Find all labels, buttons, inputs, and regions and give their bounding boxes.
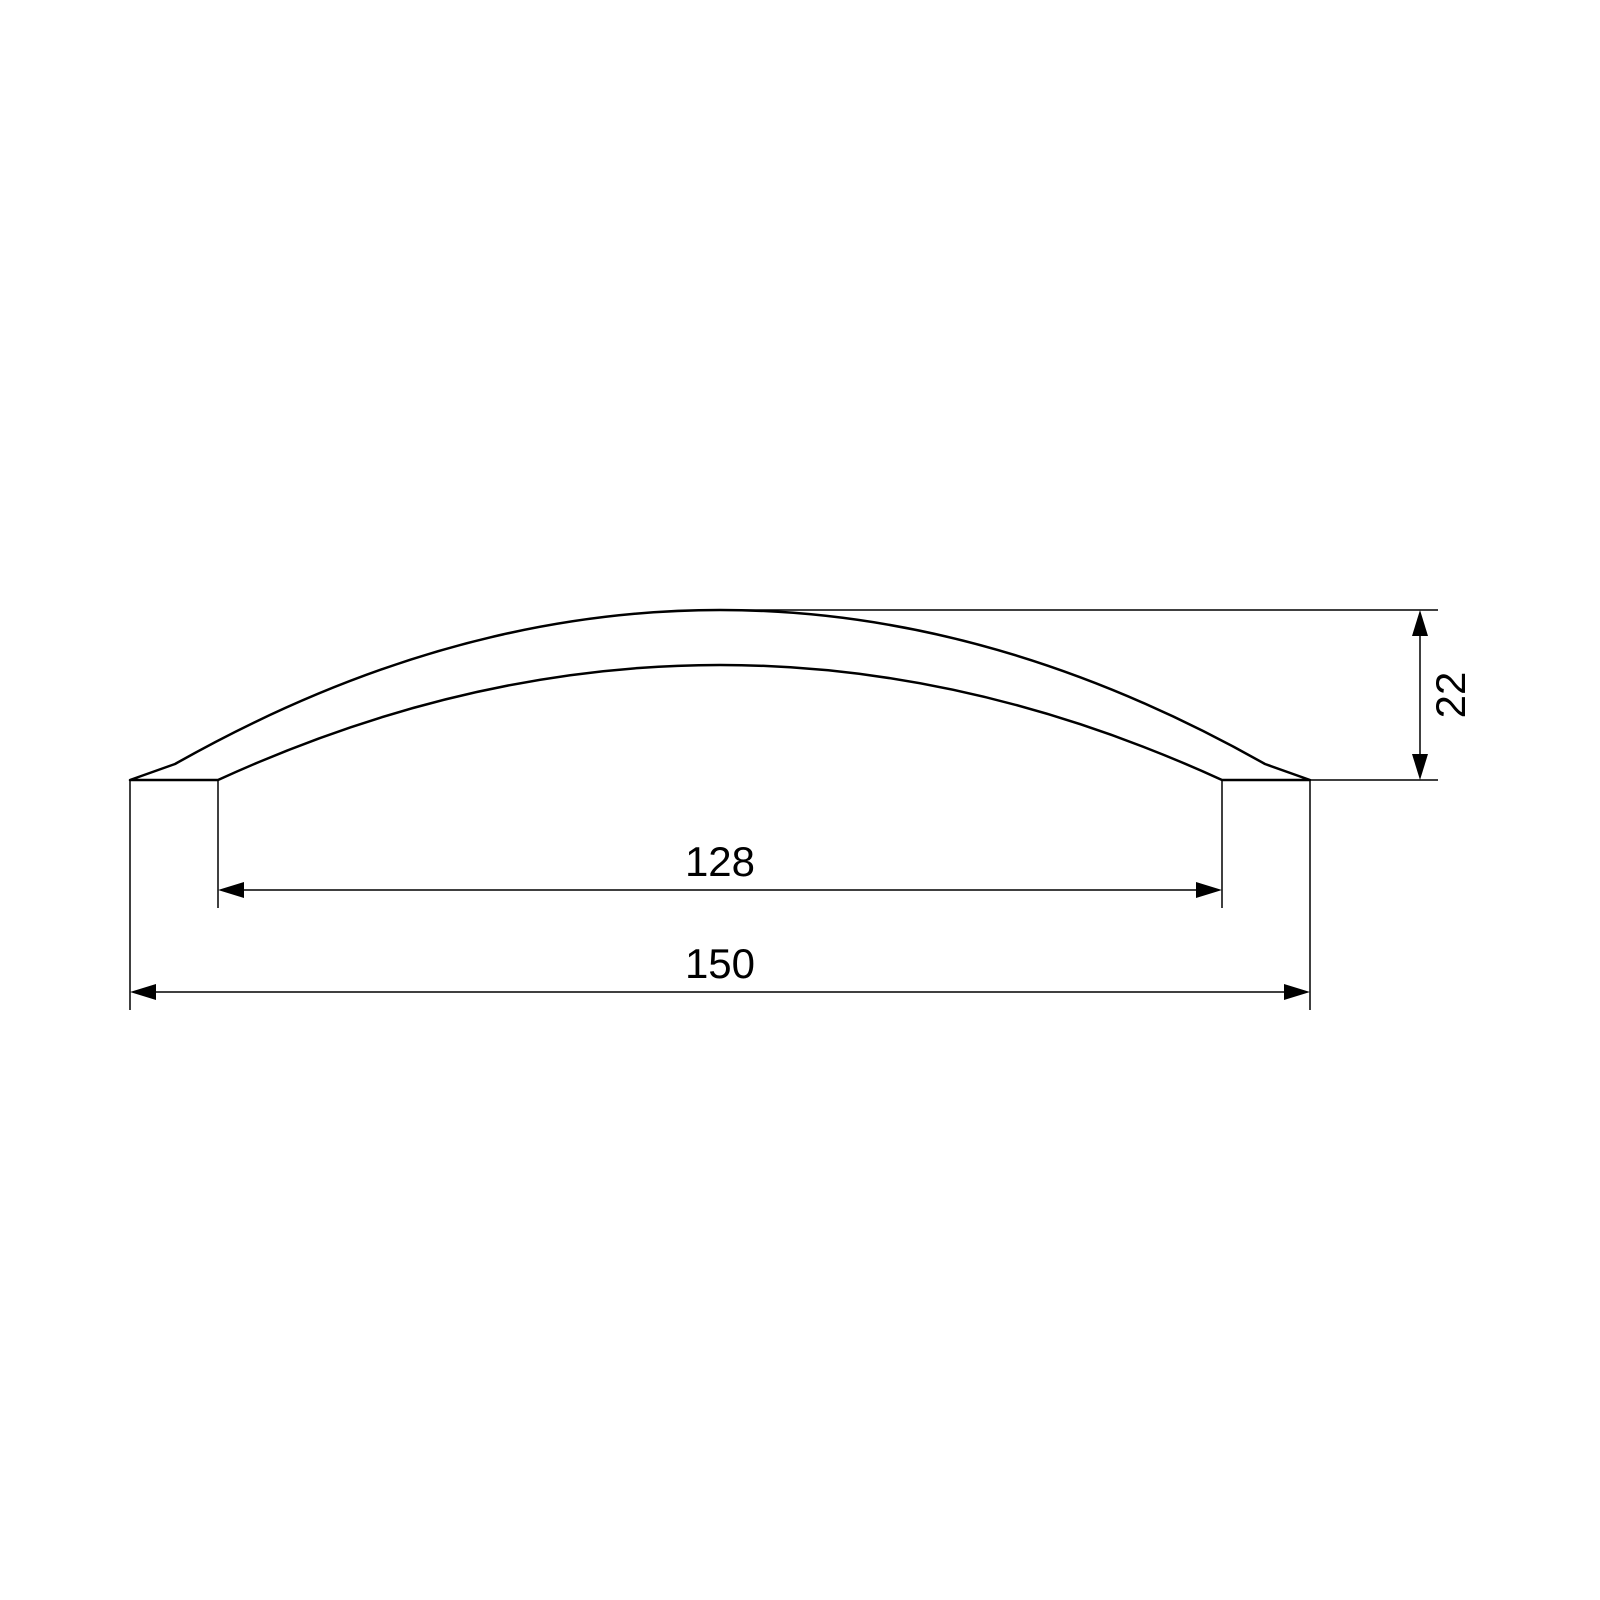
technical-drawing: 150 128 22	[0, 0, 1600, 1600]
dimension-annotations	[130, 610, 1438, 1010]
dimension-label-overall: 150	[685, 940, 755, 987]
handle-profile	[130, 610, 1310, 780]
dimension-label-height: 22	[1427, 672, 1474, 719]
dimension-label-centers: 128	[685, 838, 755, 885]
